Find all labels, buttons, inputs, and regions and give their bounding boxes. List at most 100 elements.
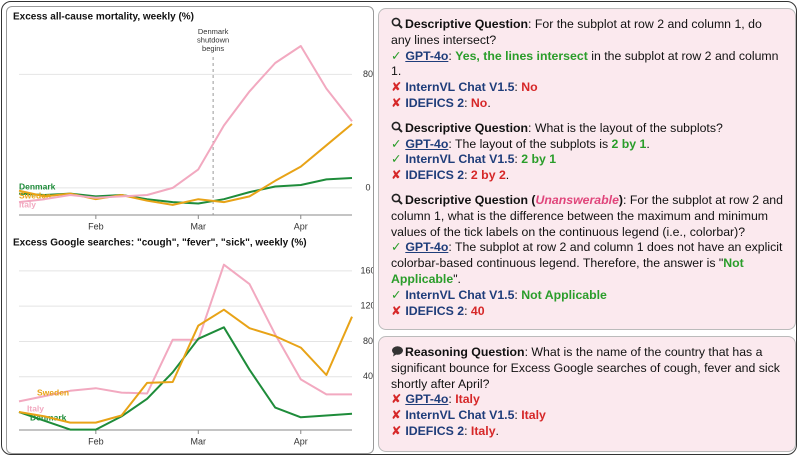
y-tick-label: 80 [363,69,373,79]
icon [392,346,403,357]
text: 2 by 1 [611,136,647,151]
model-name: InternVL Chat V1.5 [405,287,515,302]
verdict: ✘ [391,423,402,438]
chart-title: Excess all-cause mortality, weekly (%) [13,12,194,23]
text: . [505,168,510,183]
annotation: Denmark [198,27,229,36]
text: : [448,48,456,63]
text: : For the subplot at row 2 and column 1,… [391,17,762,47]
icon [391,121,403,133]
text: Yes, the lines intersect [455,48,588,63]
x-tick-label: Apr [294,436,308,446]
text: : For the subplot at row 2 and column 1,… [391,192,783,239]
text: : The subplot at row 2 and column 1 does… [391,240,783,271]
answer: ✓ GPT-4o: The subplot at row 2 and column… [391,240,785,287]
model-name: IDEFICS 2 [405,168,465,183]
text: : [464,423,471,438]
qa-item: Descriptive Question: What is the layout… [391,121,785,184]
answer: ✓ GPT-4o: Yes, the lines intersect in the… [391,49,785,81]
answer: ✓ InternVL Chat V1.5: Not Applicable [391,288,785,304]
text: : The layout of the subplots is [448,136,612,151]
text: No [470,95,488,110]
text: : [464,303,471,318]
text: : [514,152,522,167]
text: No [521,80,538,95]
text: Not Applicable [521,287,607,302]
text: in the subplot at row 2 and column 1. [391,48,779,79]
answer: ✘ IDEFICS 2: 2 by 2. [391,168,785,184]
charts: Excess all-cause mortality, weekly (%) 0 8… [13,12,376,447]
verdict: ✘ [391,95,402,110]
text: Reasoning Question [405,345,525,359]
y-tick-label: 160 [360,265,373,275]
verdict: ✓ [391,152,402,167]
text: : [514,287,522,302]
text: Unanswerable [535,192,619,207]
qa-panel: Reasoning Question: What is the name of … [378,336,796,452]
answer: ✘ InternVL Chat V1.5: No [391,80,785,96]
model-name: IDEFICS 2 [405,423,465,438]
answer: ✘ GPT-4o: Italy [391,392,785,408]
series-label: Sweden [37,387,69,397]
question: Reasoning Question: What is the name of … [391,345,785,392]
chart-panel: Excess all-cause mortality, weekly (%) 0 8… [6,6,376,454]
x-tick-label: Feb [88,436,104,446]
text: : [464,168,471,183]
verdict: ✓ [391,287,402,302]
verdict: ✓ [391,136,402,151]
verdict: ✓ [391,48,402,63]
qa-item: Descriptive Question: For the subplot at… [391,17,785,112]
verdict: ✘ [391,392,402,407]
answer: ✘ IDEFICS 2: No. [391,96,785,112]
qa-panel: Descriptive Question: For the subplot at… [378,8,796,330]
y-tick-label: 120 [360,301,373,311]
y-tick-label: 80 [363,336,373,346]
text: Descriptive Question [405,17,529,31]
model-name: IDEFICS 2 [405,95,465,110]
text: : [514,80,522,95]
text: : What is the layout of the subplots? [528,120,723,135]
annotation: shutdown [197,35,229,44]
text: : [448,392,456,407]
series-label: Italy [19,199,36,209]
text: Descriptive Question ( [405,192,536,207]
question: Descriptive Question: What is the layout… [391,121,785,137]
model-name: GPT-4o [405,392,449,407]
annotation: begins [202,44,224,53]
answer: ✓ InternVL Chat V1.5: 2 by 1 [391,152,785,168]
model-name: GPT-4o [405,136,449,151]
verdict: ✘ [391,303,402,318]
y-tick-label: 0 [365,182,370,192]
text: Italy [521,408,546,423]
x-tick-label: Feb [88,221,104,231]
verdict: ✓ [391,240,402,255]
series-line [18,263,352,403]
model-name: GPT-4o [405,48,449,63]
y-tick-label: 40 [363,371,373,381]
icon [391,17,403,29]
model-name: InternVL Chat V1.5 [405,152,515,167]
x-tick-label: Mar [191,436,207,446]
text: : What is the name of the country that h… [391,345,780,391]
series-line [18,45,353,204]
verdict: ✘ [391,80,402,95]
model-name: GPT-4o [405,240,449,255]
x-tick-label: Apr [294,221,308,231]
question: Descriptive Question (Unanswerable): For… [391,193,785,240]
text: ". [453,271,461,286]
text: . [495,423,499,438]
model-name: InternVL Chat V1.5 [405,408,515,423]
series-line [18,123,353,206]
text: Not Applicable [391,256,744,286]
answer: ✘ InternVL Chat V1.5: Italy [391,408,785,424]
model-name: InternVL Chat V1.5 [405,80,515,95]
icon [391,193,403,205]
verdict: ✘ [391,168,402,183]
question: Descriptive Question: For the subplot at… [391,17,785,49]
answer: ✘ IDEFICS 2: Italy. [391,424,785,440]
series-line [18,177,353,205]
answer: ✓ GPT-4o: The layout of the subplots is 2… [391,137,785,153]
answer: ✘ IDEFICS 2: 40 [391,304,785,320]
text: Italy [455,392,480,407]
